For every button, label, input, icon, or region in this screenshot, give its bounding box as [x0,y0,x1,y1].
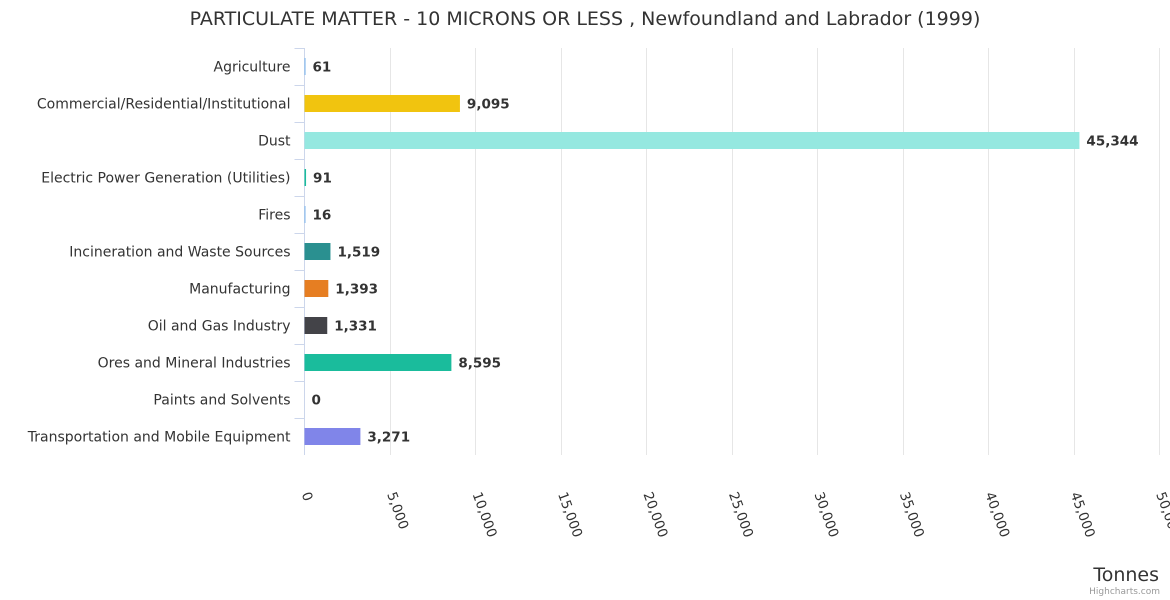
bar[interactable] [304,354,452,371]
category-label: Paints and Solvents [153,393,290,409]
category-label: Transportation and Mobile Equipment [27,430,291,446]
category-label: Manufacturing [189,282,290,298]
category-axis: Agriculture Commercial/Residential/Instit… [27,60,291,446]
data-label: 45,344 [1086,134,1138,150]
data-label: 9,095 [467,97,510,113]
data-label: 1,331 [334,319,377,335]
category-label: Agriculture [214,60,291,76]
category-label: Dust [258,134,291,150]
bar[interactable] [304,95,460,112]
data-label: 8,595 [458,356,501,372]
data-labels: 61 9,095 45,344 91 16 1,519 1,393 1,331 8,595 0 3,… [312,60,1139,446]
category-label: Oil and Gas Industry [148,319,291,335]
data-label: 61 [313,60,332,76]
category-label: Ores and Mineral Industries [98,356,291,372]
category-label: Electric Power Generation (Utilities) [41,171,290,187]
credits-link[interactable]: Highcharts.com [1089,587,1160,597]
data-label: 0 [312,393,321,409]
bar-series [304,58,1080,445]
bar[interactable] [304,243,331,260]
category-label: Fires [258,208,290,224]
data-label: 16 [313,208,332,224]
bar[interactable] [304,317,328,334]
bar[interactable] [304,132,1080,149]
category-label: Commercial/Residential/Institutional [37,97,291,113]
x-axis-title: Tonnes [1092,564,1159,586]
chart-title: PARTICULATE MATTER - 10 MICRONS OR LESS … [190,8,981,30]
category-label: Incineration and Waste Sources [69,245,290,261]
data-label: 91 [313,171,332,187]
data-label: 1,519 [337,245,380,261]
data-label: 3,271 [367,430,410,446]
bar[interactable] [304,206,306,223]
bar[interactable] [304,58,306,75]
data-label: 1,393 [335,282,378,298]
bar[interactable] [304,169,307,186]
bar[interactable] [304,428,361,445]
bar[interactable] [304,280,329,297]
